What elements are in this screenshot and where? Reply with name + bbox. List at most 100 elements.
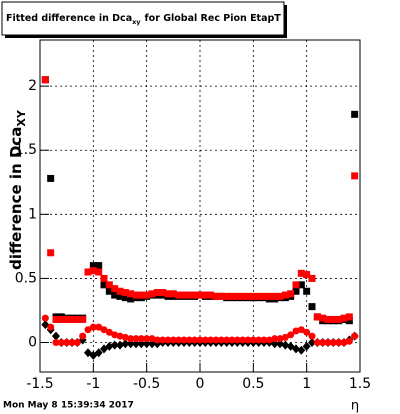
y-tick-label: 1.5 (15, 142, 37, 158)
x-tick-label: 1.5 (349, 376, 371, 392)
marker-square (68, 315, 76, 323)
marker-circle (201, 336, 209, 344)
marker-square (308, 303, 316, 311)
marker-square (201, 291, 209, 299)
marker-circle (148, 335, 156, 343)
marker-circle (63, 339, 71, 347)
marker-diamond (292, 344, 300, 354)
marker-square (303, 271, 311, 279)
marker-square (255, 292, 263, 300)
marker-square (180, 291, 188, 299)
marker-square (191, 291, 199, 299)
marker-circle (159, 336, 167, 344)
marker-circle (249, 336, 257, 344)
marker-circle (329, 339, 337, 347)
marker-diamond (302, 341, 311, 351)
marker-circle (89, 323, 97, 331)
marker-circle (345, 337, 353, 345)
marker-circle (180, 336, 188, 344)
marker-diamond (270, 339, 279, 349)
marker-square (303, 287, 311, 295)
marker-circle (281, 333, 289, 341)
marker-square (287, 290, 295, 298)
marker-square (111, 285, 119, 293)
marker-circle (105, 328, 113, 336)
marker-square (57, 315, 65, 323)
marker-square (116, 292, 124, 300)
marker-square (148, 290, 156, 298)
y-label-main: difference in Dca (7, 127, 25, 270)
marker-square (313, 313, 321, 321)
marker-circle (351, 332, 359, 340)
marker-square (121, 294, 129, 302)
marker-circle (217, 336, 225, 344)
marker-square (137, 291, 145, 299)
marker-circle (244, 336, 252, 344)
marker-square (340, 314, 348, 322)
marker-circle (143, 335, 151, 343)
marker-circle (52, 339, 60, 347)
marker-diamond (121, 339, 130, 349)
marker-circle (292, 327, 300, 335)
marker-circle (228, 336, 236, 344)
x-tick-label: -0.5 (133, 376, 160, 392)
marker-square (127, 295, 135, 303)
marker-square (239, 292, 247, 300)
marker-circle (313, 339, 321, 347)
marker-diamond (142, 339, 151, 349)
marker-circle (196, 336, 204, 344)
marker-circle (265, 336, 273, 344)
marker-square (351, 172, 359, 180)
marker-square (100, 281, 108, 289)
marker-square (52, 315, 60, 323)
marker-circle (41, 314, 49, 322)
marker-circle (191, 336, 199, 344)
marker-diamond (94, 348, 103, 358)
marker-square (212, 292, 220, 300)
chart-title: Fitted difference in Dcaxy for Global Rec… (6, 13, 281, 27)
marker-square (297, 281, 305, 289)
marker-square (228, 292, 236, 300)
marker-square (164, 290, 172, 298)
marker-square (185, 291, 193, 299)
marker-square (111, 291, 119, 299)
marker-square (105, 281, 113, 289)
marker-square (207, 291, 215, 299)
marker-circle (169, 336, 177, 344)
x-tick-label: 0 (196, 376, 205, 392)
marker-square (153, 289, 161, 297)
marker-square (47, 249, 55, 257)
marker-circle (185, 336, 193, 344)
title-rest: for Global Rec Pion EtapT (145, 13, 282, 24)
x-axis-label: η (351, 399, 359, 414)
marker-diamond (148, 339, 156, 349)
marker-circle (127, 335, 135, 343)
x-tick-label: -1.5 (26, 376, 53, 392)
x-tick-label: 0.5 (242, 376, 264, 392)
marker-diamond (137, 339, 146, 349)
footer-date: Mon May 8 15:39:34 2017 (3, 401, 134, 411)
title-box (1, 1, 285, 36)
marker-square (249, 292, 257, 300)
marker-circle (116, 332, 124, 340)
marker-square (127, 290, 135, 298)
marker-circle (164, 336, 172, 344)
y-tick-label: 0.5 (15, 270, 37, 286)
marker-square (351, 110, 359, 118)
marker-circle (111, 331, 119, 339)
marker-square (217, 292, 225, 300)
marker-square (143, 291, 151, 299)
marker-circle (297, 326, 305, 334)
marker-circle (223, 336, 231, 344)
marker-circle (175, 336, 183, 344)
marker-square (308, 274, 316, 282)
marker-square (175, 291, 183, 299)
marker-square (292, 281, 300, 289)
marker-circle (95, 323, 103, 331)
marker-square (329, 315, 337, 323)
x-tick-label: 1 (302, 376, 311, 392)
marker-circle (271, 335, 279, 343)
marker-circle (212, 336, 220, 344)
marker-circle (57, 339, 65, 347)
marker-square (132, 291, 140, 299)
